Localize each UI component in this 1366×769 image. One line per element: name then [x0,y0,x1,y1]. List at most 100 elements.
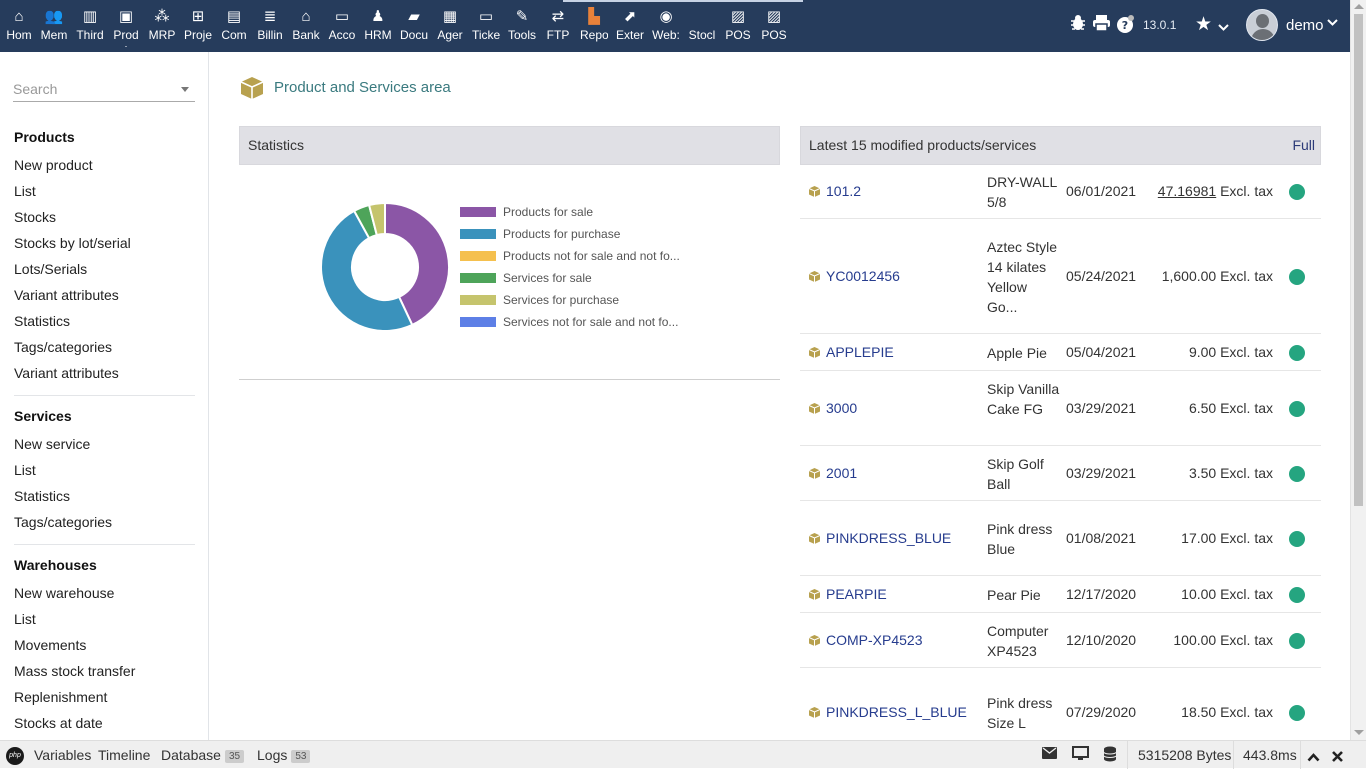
bug-icon[interactable] [1069,14,1087,38]
topmenu-item-12[interactable]: ▦ Ager [436,7,464,47]
product-ref-link[interactable]: 2001 [808,465,857,483]
topmenu-label: Acco [328,28,356,42]
sidebar-item[interactable]: List [14,183,36,199]
sidebar-section-title[interactable]: Services [14,408,72,424]
pie-slice[interactable] [367,201,386,237]
sidebar-item[interactable]: Variant attributes [14,365,119,381]
full-list-link[interactable]: Full [1292,137,1315,153]
price-value[interactable]: 47.16981 [1157,183,1217,199]
sidebar-item[interactable]: Stocks at date [14,715,103,731]
sidebar-item[interactable]: List [14,462,36,478]
sidebar-item[interactable]: Tags/categories [14,339,113,355]
topmenu-item-20[interactable]: ▨ POS [724,7,752,47]
sidebar-item[interactable]: Movements [14,637,87,653]
database-icon[interactable] [1103,746,1117,766]
product-ref[interactable]: YC0012456 [826,267,900,284]
topmenu-item-14[interactable]: ✎ Tools [508,7,536,47]
product-ref[interactable]: COMP-XP4523 [826,631,923,648]
topmenu-item-16[interactable]: ▙ Repo [580,7,608,47]
money-check-icon: ▭ [334,8,350,25]
product-ref[interactable]: PEARPIE [826,585,887,602]
product-ref[interactable]: 3000 [826,399,858,416]
monitor-icon[interactable] [1072,746,1089,765]
sidebar-item[interactable]: New product [14,157,93,173]
topmenu-item-13[interactable]: ▭ Ticke [472,7,500,47]
topmenu-item-6[interactable]: ▤ Com [220,7,248,47]
sidebar-item[interactable]: New service [14,436,91,452]
sidebar-item[interactable]: Statistics [14,488,71,504]
legend-item[interactable]: Services for sale [460,271,592,285]
topmenu-item-11[interactable]: ▰ Docu [400,7,428,47]
product-ref-link[interactable]: PEARPIE [808,586,887,604]
sidebar-item[interactable]: Stocks [14,209,57,225]
topmenu-item-9[interactable]: ▭ Acco [328,7,356,47]
sidebar-section-title[interactable]: Products [14,129,75,145]
product-ref-link[interactable]: 101.2 [808,183,861,201]
product-ref[interactable]: 2001 [826,464,858,481]
printer-icon[interactable] [1092,14,1111,38]
product-ref[interactable]: 101.2 [826,183,862,199]
product-ref-link[interactable]: PINKDRESS_L_BLUE [808,704,967,722]
dropdown-arrow-icon[interactable] [181,87,189,92]
chevron-down-icon[interactable] [1327,15,1338,30]
debug-tab[interactable]: Logs 53 [257,747,311,763]
scrollbar-thumb[interactable] [1354,14,1363,506]
product-ref[interactable]: PINKDRESS_BLUE [826,529,952,546]
legend-item[interactable]: Products not for sale and not fo... [460,249,680,263]
topmenu-item-1[interactable]: 👥 Mem [40,7,68,47]
scroll-down-arrow-icon[interactable] [1354,730,1364,735]
debug-tab[interactable]: Variables [34,747,91,763]
vertical-scrollbar[interactable] [1350,0,1366,740]
sidebar-item[interactable]: New warehouse [14,585,115,601]
sidebar-item[interactable]: Tags/categories [14,514,113,530]
topmenu-item-7[interactable]: ≣ Billin [256,7,284,47]
sidebar-item[interactable]: Statistics [14,313,71,329]
topmenu-item-15[interactable]: ⇄ FTP [544,7,572,47]
sidebar-item[interactable]: Replenishment [14,689,108,705]
legend-item[interactable]: Products for sale [460,205,593,219]
avatar[interactable] [1246,9,1278,41]
topmenu-item-8[interactable]: ⌂ Bank [292,7,320,47]
product-ref-link[interactable]: PINKDRESS_BLUE [808,530,951,548]
sidebar-item[interactable]: List [14,611,36,627]
topmenu-item-5[interactable]: ⊞ Proje [184,7,212,47]
product-ref-link[interactable]: 3000 [808,400,857,418]
topmenu-item-3[interactable]: ▣ Prod [112,7,140,47]
legend-item[interactable]: Services for purchase [460,293,619,307]
scroll-up-arrow-icon[interactable] [1354,4,1364,9]
sidebar-item[interactable]: Lots/Serials [14,261,88,277]
help-icon[interactable]: ? [1116,14,1136,40]
sidebar-section-title[interactable]: Warehouses [14,557,97,573]
close-icon[interactable] [1332,749,1343,766]
topmenu-item-19[interactable]: Stocl [688,7,716,47]
topmenu-item-10[interactable]: ♟ HRM [364,7,392,47]
topmenu-item-0[interactable]: ⌂ Hom [5,7,33,47]
product-ref-link[interactable]: COMP-XP4523 [808,632,922,650]
product-ref[interactable]: APPLEPIE [826,343,894,360]
topmenu-item-21[interactable]: ▨ POS [760,7,788,47]
php-logo-icon[interactable]: php [6,747,24,765]
legend-item[interactable]: Products for purchase [460,227,620,241]
chevron-up-icon[interactable] [1307,749,1320,766]
envelope-icon[interactable] [1042,746,1057,763]
debug-tab[interactable]: Timeline [98,747,150,763]
product-ref-link[interactable]: YC0012456 [808,268,900,286]
sidebar-item[interactable]: Variant attributes [14,287,119,303]
topmenu-item-17[interactable]: ⬈ Exter [616,7,644,47]
legend-item[interactable]: Services not for sale and not fo... [460,315,678,329]
search-select[interactable]: Search [13,76,195,102]
sidebar-item[interactable]: Mass stock transfer [14,663,136,679]
product-ref-link[interactable]: APPLEPIE [808,344,894,362]
pie-slice[interactable] [384,201,450,327]
topmenu-item-2[interactable]: ▥ Third [76,7,104,47]
topmenu-item-4[interactable]: ⁂ MRP [148,7,176,47]
topmenu-item-18[interactable]: ◉ Web: [652,7,680,47]
chevron-down-icon[interactable] [1218,17,1229,39]
sidebar-item[interactable]: Stocks by lot/serial [14,235,131,251]
bookmark-star-icon[interactable]: ★ [1195,14,1213,35]
debug-tab[interactable]: Database 35 [161,747,245,763]
pie-slice[interactable] [320,209,414,332]
topmenu-label: POS [725,28,751,42]
username[interactable]: demo [1286,17,1324,34]
product-ref[interactable]: PINKDRESS_L_BLUE [826,704,967,720]
